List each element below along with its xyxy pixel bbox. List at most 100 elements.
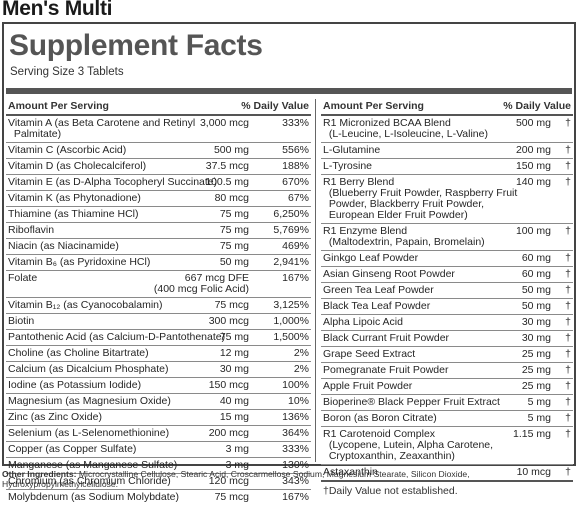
daily-value: † <box>565 300 571 312</box>
nutrient-name: Vitamin B₆ (as Pyridoxine HCl) <box>8 256 151 268</box>
nutrient-name: Black Currant Fruit Powder <box>323 332 450 344</box>
product-title: Men's Multi <box>2 0 113 20</box>
other-ingredients-text: Microcrystalline Cellulose, Stearic Acid… <box>2 469 470 489</box>
nutrient-row: Folate 667 mcg DFE (400 mcg Folic Acid) 16… <box>6 271 311 298</box>
nutrient-name: R1 Berry Blend (Blueberry Fruit Powder, … <box>323 176 518 221</box>
nutrient-name: Calcium (as Dicalcium Phosphate) <box>8 363 169 375</box>
nutrient-row: Vitamin A (as Beta Carotene and Retinyl … <box>6 116 311 143</box>
nutrient-name: Thiamine (as Thiamine HCl) <box>8 208 139 220</box>
nutrient-row: L-Glutamine 200 mg † <box>321 143 573 159</box>
nutrient-amount: 75 mcg <box>214 491 249 503</box>
thick-divider <box>6 88 572 94</box>
nutrient-amount: 60 mg <box>521 268 551 280</box>
nutrient-amount: 30 mg <box>219 363 249 375</box>
daily-value: 130% <box>282 459 309 471</box>
nutrient-name: Choline (as Choline Bitartrate) <box>8 347 149 359</box>
daily-value: 343% <box>282 475 309 487</box>
daily-value: 333% <box>282 443 309 455</box>
nutrient-amount: 50 mg <box>219 256 249 268</box>
nutrient-amount: 75 mg <box>219 224 249 236</box>
daily-value: 10% <box>287 395 309 407</box>
right-column-header: Amount Per Serving % Daily Value <box>321 99 573 116</box>
nutrient-name: Copper (as Copper Sulfate) <box>8 443 137 455</box>
nutrient-amount: 100.5 mg <box>205 176 249 188</box>
nutrient-amount: 140 mg <box>515 176 551 188</box>
nutrient-row: Selenium (as L-Selenomethionine) 200 mcg 3… <box>6 426 311 442</box>
nutrient-amount: 60 mg <box>521 252 551 264</box>
nutrient-amount: 50 mg <box>521 300 551 312</box>
amount-per-serving-header: Amount Per Serving <box>323 100 424 112</box>
nutrient-amount: 100 mg <box>515 225 551 237</box>
nutrient-row: Alpha Lipoic Acid 30 mg † <box>321 315 573 331</box>
daily-value: 2% <box>293 347 309 359</box>
daily-value: † <box>565 348 571 360</box>
nutrient-row: Thiamine (as Thiamine HCl) 75 mg 6,250% <box>6 207 311 223</box>
nutrient-name: Pantothenic Acid (as Calcium-D-Pantothen… <box>8 331 226 343</box>
daily-value: † <box>565 268 571 280</box>
nutrient-row: Vitamin B₁₂ (as Cyanocobalamin) 75 mcg 3,1… <box>6 298 311 314</box>
daily-value: † <box>565 316 571 328</box>
daily-value: 1,500% <box>273 331 309 343</box>
nutrient-name: Bioperine® Black Pepper Fruit Extract <box>323 396 500 408</box>
daily-value: 6,250% <box>273 208 309 220</box>
nutrient-amount: 5 mg <box>527 412 551 424</box>
amount-per-serving-header: Amount Per Serving <box>8 100 109 112</box>
daily-value: 364% <box>282 427 309 439</box>
daily-value: † <box>565 144 571 156</box>
nutrient-row: Chromium (as Chromium Chloride) 120 mcg 34… <box>6 474 311 490</box>
daily-value: † <box>565 380 571 392</box>
nutrient-row: Asian Ginseng Root Powder 60 mg † <box>321 267 573 283</box>
nutrient-name: Astaxanthin <box>323 466 378 478</box>
nutrient-amount: 75 mg <box>219 208 249 220</box>
supplement-facts-panel: Supplement Facts Serving Size 3 Tablets … <box>2 22 576 503</box>
nutrient-row: Vitamin D (as Cholecalciferol) 37.5 mcg 18… <box>6 159 311 175</box>
nutrient-name: Grape Seed Extract <box>323 348 416 360</box>
nutrient-name: Molybdenum (as Sodium Molybdate) <box>8 491 179 503</box>
daily-value: 1,000% <box>273 315 309 327</box>
nutrient-name: Vitamin B₁₂ (as Cyanocobalamin) <box>8 299 163 311</box>
daily-value: 3,125% <box>273 299 309 311</box>
nutrient-amount: 25 mg <box>521 364 551 376</box>
nutrient-amount: 3 mg <box>225 443 249 455</box>
daily-value: † <box>565 466 571 478</box>
nutrient-row: Boron (as Boron Citrate) 5 mg † <box>321 411 573 427</box>
nutrient-row: Iodine (as Potassium Iodide) 150 mcg 100% <box>6 378 311 394</box>
nutrient-amount: 75 mg <box>219 331 249 343</box>
nutrient-row: Bioperine® Black Pepper Fruit Extract 5 m… <box>321 395 573 411</box>
nutrient-row: Molybdenum (as Sodium Molybdate) 75 mcg 16… <box>6 490 311 505</box>
right-ingredient-list: R1 Micronized BCAA Blend (L-Leucine, L-I… <box>321 116 573 480</box>
nutrient-amount: 667 mcg DFE (400 mcg Folic Acid) <box>153 272 249 295</box>
nutrient-row: Manganese (as Manganese Sulfate) 3 mg 130% <box>6 458 311 474</box>
nutrient-amount: 1.15 mg <box>513 428 551 440</box>
nutrient-name: Vitamin A (as Beta Carotene and Retinyl … <box>8 117 196 140</box>
nutrient-row: Apple Fruit Powder 25 mg † <box>321 379 573 395</box>
daily-value: † <box>565 225 571 237</box>
nutrient-amount: 500 mg <box>213 144 249 156</box>
nutrient-row: Pantothenic Acid (as Calcium-D-Pantothen… <box>6 330 311 346</box>
nutrient-amount: 75 mcg <box>214 299 249 311</box>
nutrient-name: Green Tea Leaf Powder <box>323 284 434 296</box>
nutrient-amount: 25 mg <box>521 348 551 360</box>
other-ingredients-label: Other Ingredients: <box>2 469 77 479</box>
daily-value: † <box>565 396 571 408</box>
nutrient-amount: 30 mg <box>521 332 551 344</box>
nutrient-row: Riboflavin 75 mg 5,769% <box>6 223 311 239</box>
nutrient-name: Vitamin D (as Cholecalciferol) <box>8 160 147 172</box>
nutrient-amount: 200 mcg <box>208 427 249 439</box>
daily-value: 556% <box>282 144 309 156</box>
nutrient-amount: 3 mg <box>225 459 249 471</box>
daily-value: 5,769% <box>273 224 309 236</box>
nutrient-row: R1 Carotenoid Complex (Lycopene, Lutein,… <box>321 427 573 465</box>
nutrient-amount: 5 mg <box>527 396 551 408</box>
nutrient-name: Zinc (as Zinc Oxide) <box>8 411 102 423</box>
daily-value: 167% <box>282 272 309 284</box>
nutrient-name: Pomegranate Fruit Powder <box>323 364 449 376</box>
nutrient-row: L-Tyrosine 150 mg † <box>321 159 573 175</box>
nutrient-row: Pomegranate Fruit Powder 25 mg † <box>321 363 573 379</box>
nutrient-row: Vitamin B₆ (as Pyridoxine HCl) 50 mg 2,941… <box>6 255 311 271</box>
nutrient-amount: 150 mg <box>515 160 551 172</box>
nutrient-amount: 75 mg <box>219 240 249 252</box>
daily-value: 333% <box>282 117 309 129</box>
nutrient-name: Vitamin E (as D-Alpha Tocopheryl Succina… <box>8 176 218 188</box>
nutrient-name: L-Tyrosine <box>323 160 373 172</box>
